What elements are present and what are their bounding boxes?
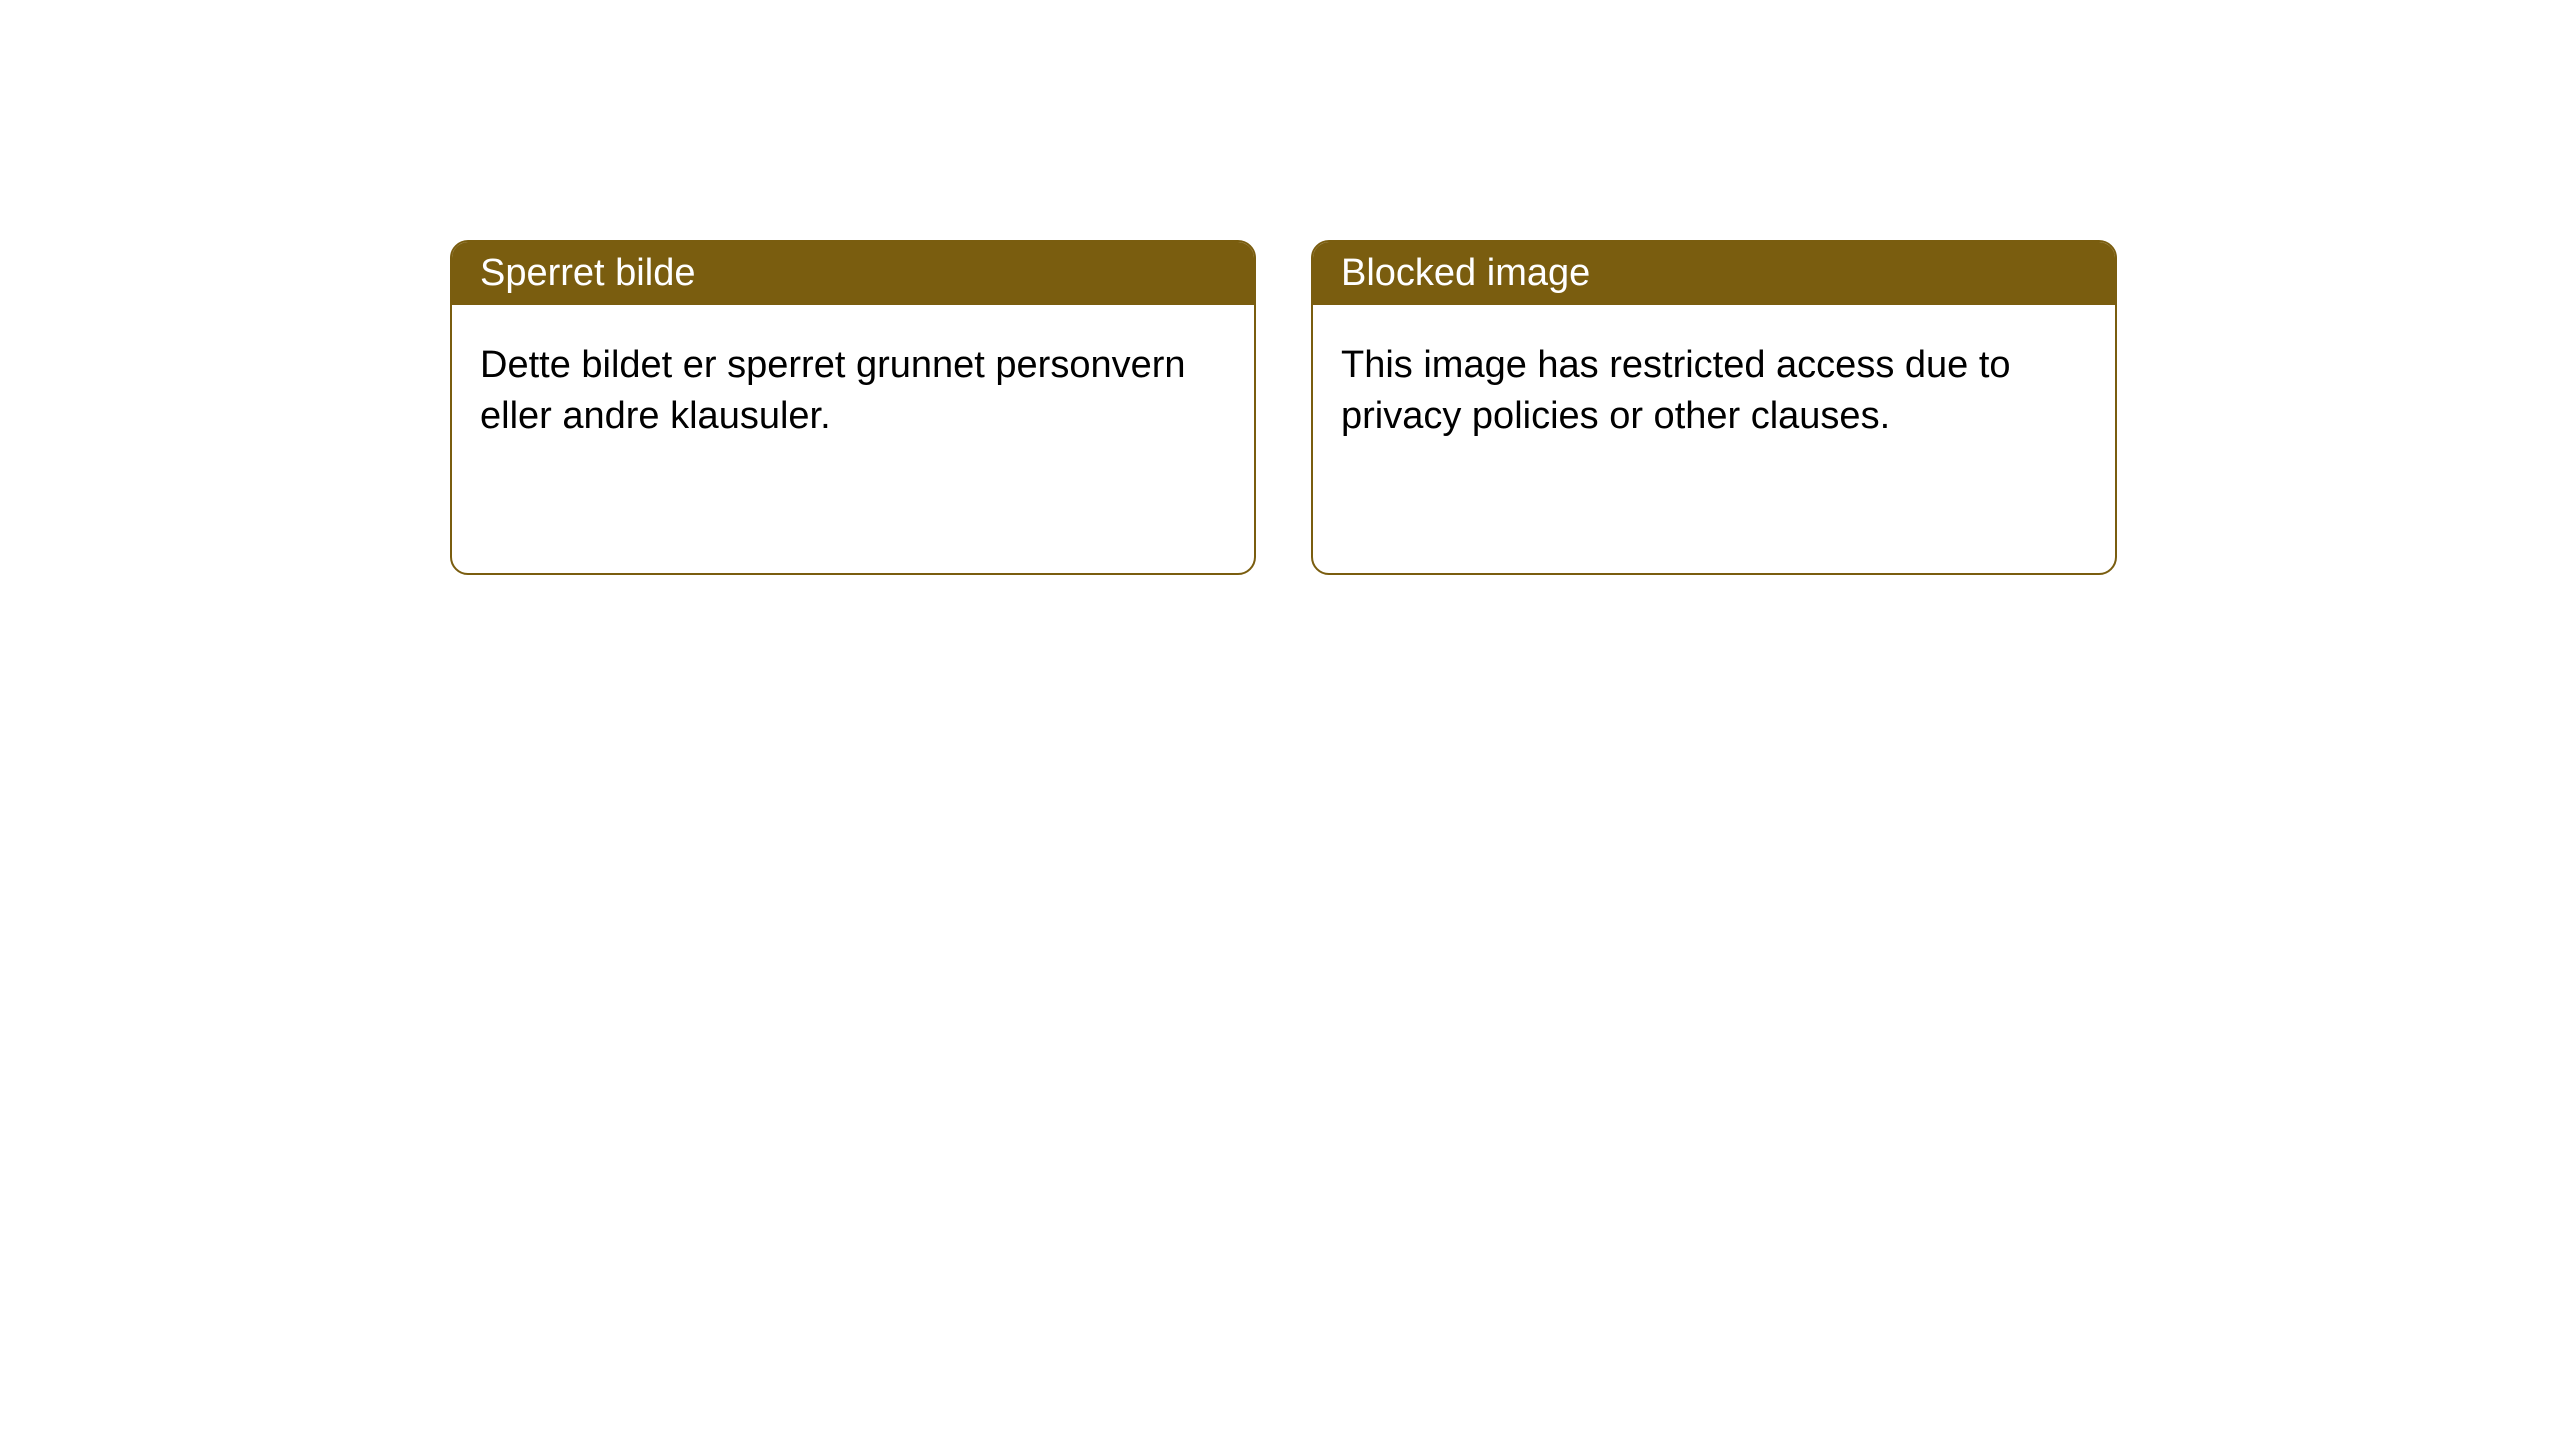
notice-body: Dette bildet er sperret grunnet personve… <box>452 305 1254 478</box>
notice-body-text: This image has restricted access due to … <box>1341 344 2011 437</box>
notice-header: Blocked image <box>1313 242 2115 305</box>
notice-card-norwegian: Sperret bilde Dette bildet er sperret gr… <box>450 240 1256 575</box>
notice-header: Sperret bilde <box>452 242 1254 305</box>
notice-title: Sperret bilde <box>480 252 695 294</box>
notice-container: Sperret bilde Dette bildet er sperret gr… <box>0 0 2560 575</box>
notice-body-text: Dette bildet er sperret grunnet personve… <box>480 344 1186 437</box>
notice-body: This image has restricted access due to … <box>1313 305 2115 478</box>
notice-title: Blocked image <box>1341 252 1590 294</box>
notice-card-english: Blocked image This image has restricted … <box>1311 240 2117 575</box>
